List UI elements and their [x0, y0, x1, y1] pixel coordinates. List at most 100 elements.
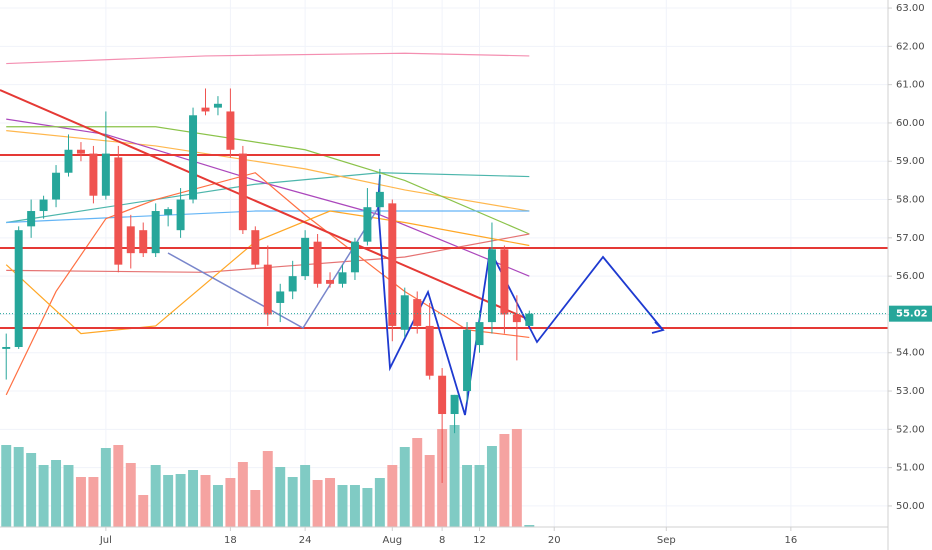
x-tick-label: 16	[784, 535, 797, 546]
candle-body	[238, 153, 247, 231]
candle-body	[126, 226, 135, 254]
candle-body	[64, 149, 73, 173]
candle-body	[89, 153, 98, 196]
candle-body	[52, 172, 61, 200]
moving-average	[6, 52, 530, 65]
arrow-head	[651, 321, 665, 334]
volume-bar	[511, 429, 522, 527]
y-tick-label: 61.00	[896, 80, 925, 91]
volume-bar	[51, 460, 62, 527]
volume-bar	[399, 447, 410, 527]
candle-body	[189, 115, 198, 200]
volume-bar	[75, 477, 86, 527]
volume-bar	[449, 425, 460, 527]
candle-body	[363, 207, 372, 242]
volume-bar	[287, 477, 298, 527]
volume-bar	[237, 462, 248, 527]
moving-averages	[5, 52, 530, 396]
candle-body	[14, 230, 23, 347]
x-tick-label: Sep	[657, 535, 676, 546]
candle-body	[525, 313, 534, 326]
volume-bar	[474, 465, 485, 527]
x-tick-label: 12	[473, 535, 486, 546]
volume-bar	[374, 478, 385, 527]
volume-bar	[188, 470, 199, 527]
candle-body	[226, 111, 235, 150]
volume-bar	[13, 447, 24, 527]
x-tick-label: Aug	[383, 535, 403, 546]
candle-body	[388, 203, 397, 326]
y-tick-label: 62.00	[896, 41, 925, 52]
candle-body	[326, 279, 335, 284]
candle-body	[201, 107, 210, 112]
candle-body	[101, 153, 110, 196]
volume-bar	[312, 480, 323, 527]
volume-bar	[138, 495, 149, 527]
moving-average	[6, 172, 530, 224]
moving-average	[6, 210, 530, 224]
y-tick-label: 63.00	[896, 3, 925, 14]
candles	[0, 88, 888, 483]
volume-bar	[524, 525, 535, 527]
candle-body	[139, 230, 148, 254]
volume-bar	[275, 467, 286, 527]
y-tick-label: 60.00	[896, 118, 925, 129]
y-tick-label: 56.00	[896, 271, 925, 282]
candle-body	[176, 199, 185, 231]
volume-bar	[150, 465, 161, 527]
candle-body	[500, 249, 509, 315]
y-tick-label: 54.00	[896, 348, 925, 359]
volume-bar	[337, 485, 348, 527]
x-tick-label: 20	[548, 535, 561, 546]
volume-pane	[1, 425, 535, 527]
volume-bar	[325, 478, 336, 527]
candle-body	[463, 329, 472, 392]
volume-bar	[200, 475, 211, 527]
candle-body	[263, 264, 272, 315]
candle-body	[276, 291, 285, 303]
y-tick-label: 58.00	[896, 195, 925, 206]
candle-body	[2, 346, 11, 349]
volume-bar	[38, 465, 49, 527]
candle-body	[301, 237, 310, 277]
y-tick-label: 51.00	[896, 463, 925, 474]
volume-bar	[250, 490, 261, 527]
volume-bar	[349, 485, 360, 527]
y-tick-label: 59.00	[896, 156, 925, 167]
candle-body	[251, 230, 260, 265]
moving-average	[6, 130, 530, 212]
candle-body	[438, 375, 447, 415]
volume-bar	[175, 474, 186, 527]
y-tick-label: 53.00	[896, 386, 925, 397]
x-tick-label: 8	[439, 535, 445, 546]
moving-average	[6, 126, 530, 235]
trend-line	[0, 89, 531, 321]
candle-body	[400, 295, 409, 330]
volume-bar	[125, 463, 136, 527]
candle-body	[375, 191, 384, 208]
volume-bar	[163, 475, 174, 527]
volume-bar	[486, 446, 497, 527]
candle-body	[475, 322, 484, 346]
volume-bar	[387, 465, 398, 527]
candle-body	[512, 314, 521, 323]
y-tick-label: 52.00	[896, 424, 925, 435]
candle-body	[450, 394, 459, 415]
candle-body	[338, 272, 347, 284]
volume-bar	[26, 453, 37, 527]
candle-body	[151, 211, 160, 254]
volume-bar	[225, 478, 236, 527]
y-tick-label: 57.00	[896, 233, 925, 244]
x-tick-label: 18	[224, 535, 237, 546]
x-tick-label: 24	[299, 535, 312, 546]
candle-body	[413, 299, 422, 326]
volume-bar	[300, 465, 311, 527]
volume-bar	[462, 465, 473, 527]
volume-bar	[1, 445, 12, 527]
volume-bar	[113, 445, 124, 527]
candle-body	[213, 103, 222, 108]
volume-bar	[262, 451, 273, 527]
